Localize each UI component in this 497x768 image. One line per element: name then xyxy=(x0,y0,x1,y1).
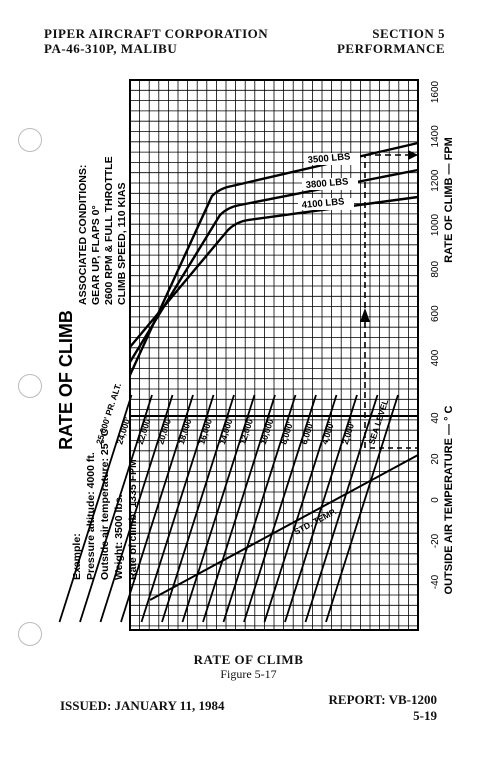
std-temp-line xyxy=(149,454,419,601)
footer-right: REPORT: VB-1200 5-19 xyxy=(329,692,437,724)
conditions-heading: ASSOCIATED CONDITIONS: xyxy=(77,165,89,305)
x-tick-label: 40 xyxy=(430,412,441,424)
altitude-line xyxy=(120,394,194,623)
example-block: Example: Pressure altitude: 4000 ft. Out… xyxy=(71,428,139,580)
altitude-line xyxy=(181,394,256,623)
report-number: REPORT: VB-1200 xyxy=(328,692,437,707)
chart-lines xyxy=(58,141,419,623)
altitude-label: 6,000' xyxy=(299,420,316,445)
section-number: SECTION 5 xyxy=(372,26,445,41)
y-tick-label: 1200 xyxy=(430,169,441,192)
altitude-label: 20,000' xyxy=(155,416,173,446)
y-tick-label: 1000 xyxy=(430,213,441,236)
model-name: PA-46-310P, MALIBU xyxy=(44,41,178,56)
weight-label: 3800 LBS xyxy=(305,176,349,191)
weight-curve xyxy=(129,195,419,348)
binder-hole-middle xyxy=(18,374,42,398)
y-tick-label: 600 xyxy=(430,305,441,322)
binder-hole-bottom xyxy=(18,622,42,646)
example-line-1: Pressure altitude: 4000 ft. xyxy=(85,452,97,580)
issued-date: ISSUED: JANUARY 11, 1984 xyxy=(60,698,225,713)
page-number: 5-19 xyxy=(413,708,437,723)
x-tick-label: 0 xyxy=(430,497,441,503)
company-name: PIPER AIRCRAFT CORPORATION xyxy=(44,26,269,41)
altitude-line xyxy=(58,394,133,623)
figure-number: Figure 5-17 xyxy=(220,667,277,681)
altitude-line xyxy=(243,394,317,623)
example-line-2: Outside air temperature: 25° C xyxy=(99,428,111,580)
weight-label-bg xyxy=(302,178,358,190)
altitude-label: 22,000' xyxy=(135,416,153,446)
binder-hole-top xyxy=(18,128,42,152)
altitude-label: 18,000' xyxy=(176,416,194,446)
header-left: PIPER AIRCRAFT CORPORATION PA-46-310P, M… xyxy=(44,26,268,56)
weight-curve xyxy=(128,141,419,376)
chart-grid xyxy=(129,79,419,631)
weight-curve xyxy=(128,168,419,363)
section-title: PERFORMANCE xyxy=(336,41,445,56)
example-line-4: Rate of climb: 1335 FPM xyxy=(127,459,139,580)
altitude-line xyxy=(161,394,235,623)
conditions-line-2: 2600 RPM & FULL THROTTLE xyxy=(103,156,115,305)
example-heading: Example: xyxy=(71,533,83,580)
altitude-line xyxy=(222,394,297,623)
altitude-label: 12,000' xyxy=(237,416,255,446)
altitude-label: 10,000' xyxy=(258,416,276,446)
conditions-block: ASSOCIATED CONDITIONS: GEAR UP, FLAPS 0°… xyxy=(77,156,128,305)
altitude-line xyxy=(99,394,174,623)
altitude-line xyxy=(202,394,276,623)
example-arrow-up xyxy=(360,308,370,322)
y-tick-label: 1400 xyxy=(430,125,441,148)
conditions-line-3: CLIMB SPEED, 110 KIAS xyxy=(116,182,128,305)
y-axis-label: RATE OF CLIMB — FPM xyxy=(443,137,455,263)
altitude-line xyxy=(140,394,215,623)
altitude-line xyxy=(263,394,338,623)
example-line-3: Weight: 3500 lbs. xyxy=(113,494,125,580)
y-tick-label: 400 xyxy=(430,349,441,366)
weight-label-bg xyxy=(298,198,354,210)
x-tick-label: 20 xyxy=(430,453,441,465)
altitude-label: 16,000' xyxy=(196,416,214,446)
header-right: SECTION 5 PERFORMANCE xyxy=(337,26,445,56)
y-tick-label: 1600 xyxy=(430,80,441,103)
altitude-label: 14,000' xyxy=(217,416,235,446)
example-arrow-right xyxy=(408,150,418,160)
conditions-line-1: GEAR UP, FLAPS 0° xyxy=(90,205,102,305)
weight-label: 4100 LBS xyxy=(301,196,345,211)
chart-title: RATE OF CLIMB xyxy=(56,310,76,450)
y-tick-label: 800 xyxy=(430,261,441,278)
x-tick-label: -20 xyxy=(430,533,441,548)
altitude-label: 2,000' xyxy=(340,420,357,445)
weight-label-bg xyxy=(304,153,360,165)
weight-label: 3500 LBS xyxy=(307,151,351,166)
x-tick-label: -40 xyxy=(430,574,441,589)
altitude-line xyxy=(79,394,153,623)
altitude-label: 8,000' xyxy=(278,420,295,445)
x-axis-label: OUTSIDE AIR TEMPERATURE — ° C xyxy=(443,405,455,594)
figure-title: RATE OF CLIMB xyxy=(193,652,304,667)
altitude-line xyxy=(325,394,399,623)
